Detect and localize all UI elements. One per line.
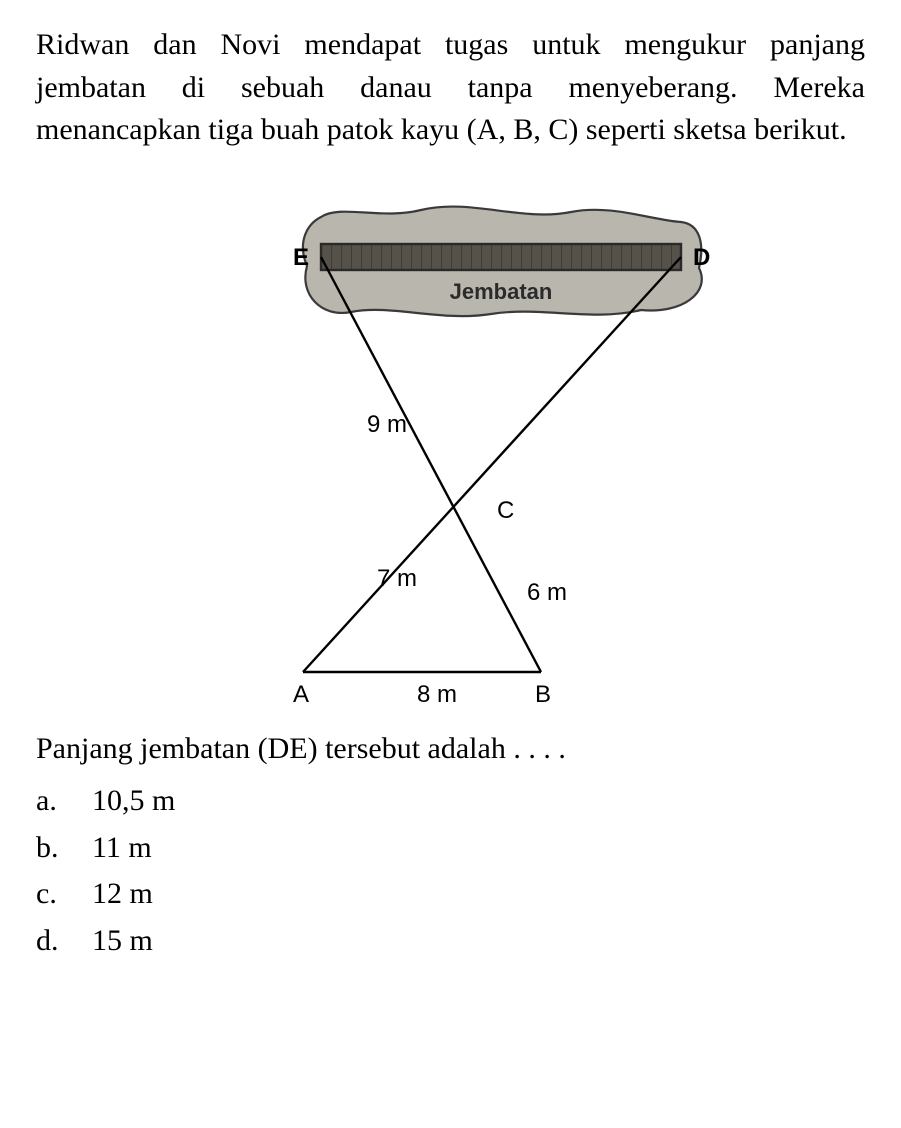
svg-text:C: C xyxy=(497,497,514,524)
answer-options: a. 10,5 m b. 11 m c. 12 m d. 15 m xyxy=(36,778,865,964)
sketch-figure: Jembatan E D 9 m 6 m 7 m 8 m C A B xyxy=(36,162,865,722)
svg-text:E: E xyxy=(292,244,308,271)
svg-text:7 m: 7 m xyxy=(377,565,417,592)
sketch-svg: Jembatan E D 9 m 6 m 7 m 8 m C A B xyxy=(171,162,731,722)
option-letter: b. xyxy=(36,825,92,872)
option-text: 15 m xyxy=(92,918,153,965)
svg-text:8 m: 8 m xyxy=(417,681,457,708)
option-text: 11 m xyxy=(92,825,152,872)
option-letter: d. xyxy=(36,918,92,965)
svg-text:Jembatan: Jembatan xyxy=(449,279,552,304)
option-text: 12 m xyxy=(92,871,153,918)
question-text: Panjang jembatan (DE) tersebut adalah . … xyxy=(36,728,865,771)
option-letter: a. xyxy=(36,778,92,825)
option-b: b. 11 m xyxy=(36,825,865,872)
svg-text:9 m: 9 m xyxy=(367,411,407,438)
option-a: a. 10,5 m xyxy=(36,778,865,825)
option-c: c. 12 m xyxy=(36,871,865,918)
svg-text:6 m: 6 m xyxy=(527,579,567,606)
svg-text:A: A xyxy=(293,681,309,708)
svg-text:B: B xyxy=(535,681,551,708)
option-d: d. 15 m xyxy=(36,918,865,965)
option-letter: c. xyxy=(36,871,92,918)
svg-text:D: D xyxy=(693,244,710,271)
option-text: 10,5 m xyxy=(92,778,175,825)
problem-passage: Ridwan dan Novi mendapat tugas untuk men… xyxy=(36,24,865,152)
